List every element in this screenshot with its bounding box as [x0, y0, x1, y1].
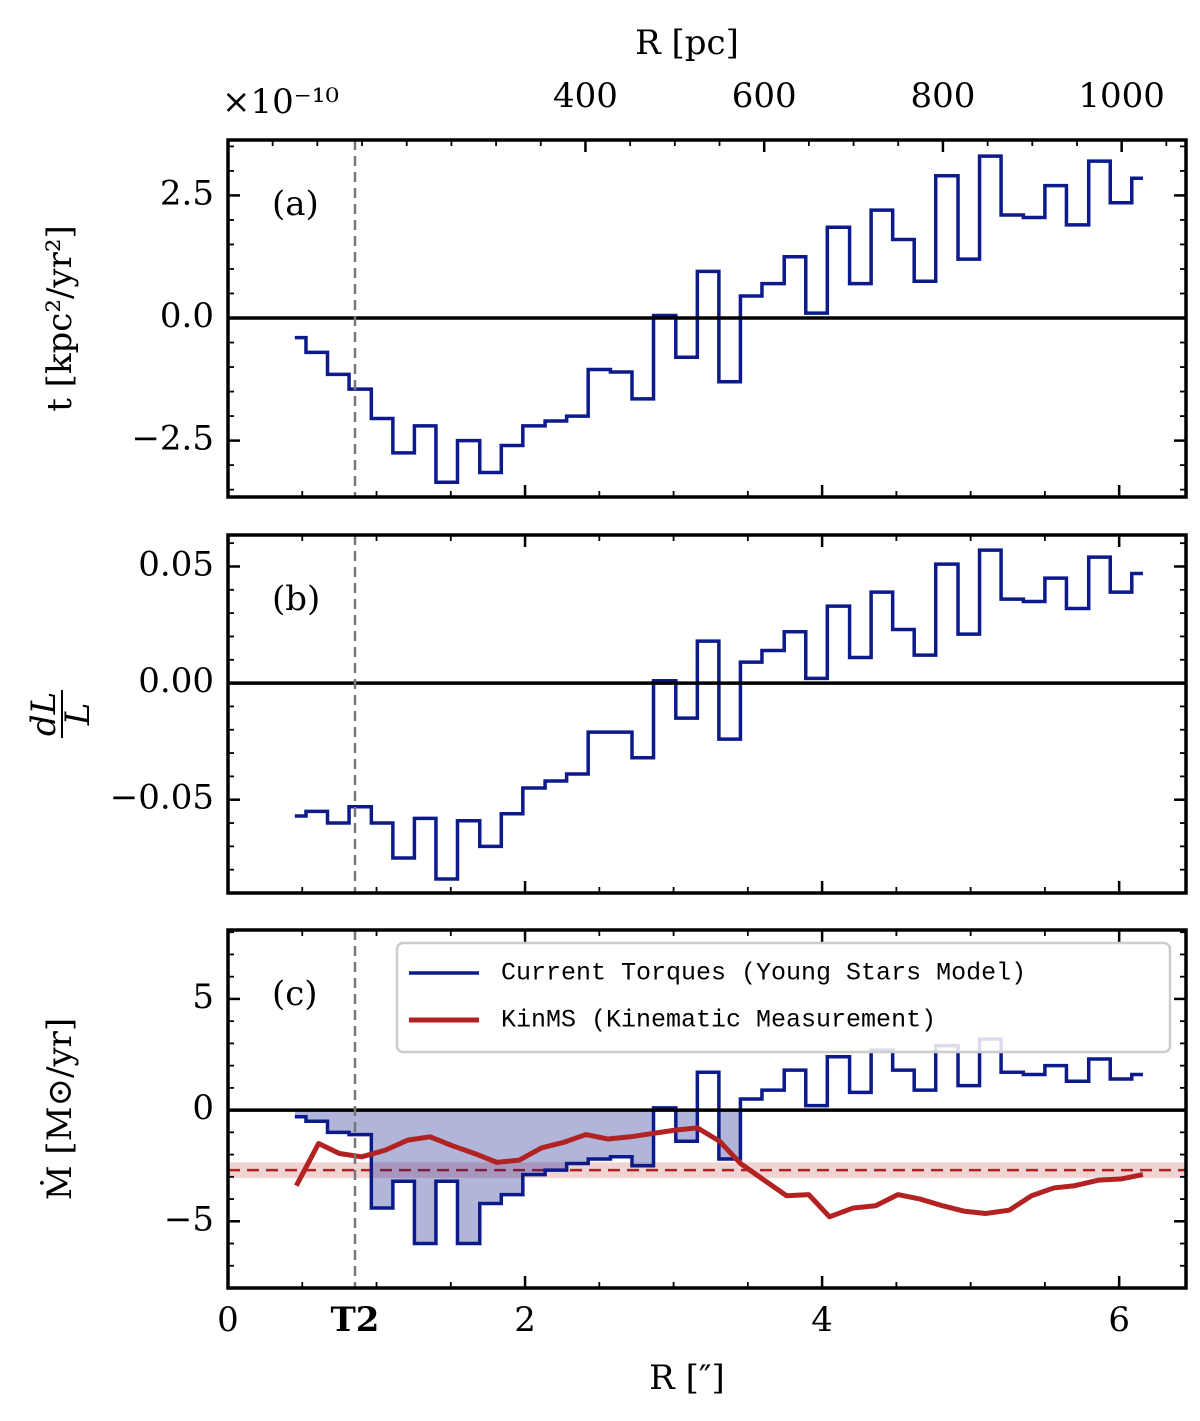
- x2-tick-label: 600: [732, 76, 797, 116]
- x-tick-label: 4: [811, 1300, 833, 1340]
- panel-label: (a): [272, 184, 319, 224]
- x2-axis-label: R [pc]: [635, 23, 739, 63]
- step-line: [294, 1037, 1143, 1246]
- y-tick-label: −5: [164, 1199, 214, 1239]
- x2-tick-label: 800: [910, 76, 975, 116]
- x2-tick-label: 1000: [1078, 76, 1165, 116]
- panel-label: (b): [272, 579, 320, 619]
- multiplier: ×10⁻¹⁰: [222, 82, 339, 122]
- y-axis-label: t [kpc²/yr²]: [40, 225, 80, 412]
- y-axis-label: dLL: [24, 690, 98, 738]
- y-label-denominator: L: [58, 703, 98, 727]
- y-tick-label: 0.00: [138, 661, 214, 701]
- y-tick-label: −0.05: [110, 778, 214, 818]
- y-label-numerator: dL: [24, 692, 64, 736]
- negative-fill: [294, 1110, 1143, 1244]
- step-line: [294, 154, 1143, 485]
- y-axis-label: Ṁ [M⊙/yr]: [40, 1018, 80, 1200]
- x-tick-label: 6: [1108, 1300, 1130, 1340]
- panel-label: (c): [272, 974, 318, 1014]
- y-tick-label: 5: [192, 977, 214, 1017]
- kinms-line: [294, 1125, 1144, 1220]
- x-axis-label: R [″]: [649, 1358, 725, 1398]
- x-tick-label: 0: [217, 1300, 239, 1340]
- x2-tick-label: 400: [553, 76, 618, 116]
- step-line: [294, 548, 1143, 881]
- axes-frame: [226, 533, 1188, 895]
- y-tick-label: −2.5: [131, 419, 214, 459]
- legend-label: KinMS (Kinematic Measurement): [501, 1006, 936, 1035]
- y-tick-label: 2.5: [160, 173, 214, 213]
- y-tick-label: 0.0: [160, 296, 214, 336]
- legend-box: [395, 941, 1172, 1054]
- vline-label: T2: [331, 1300, 380, 1340]
- legend-label: Current Torques (Young Stars Model): [501, 959, 1026, 988]
- y-tick-label: 0: [192, 1088, 214, 1128]
- y-tick-label: 0.05: [138, 544, 214, 584]
- x-tick-label: 2: [514, 1300, 536, 1340]
